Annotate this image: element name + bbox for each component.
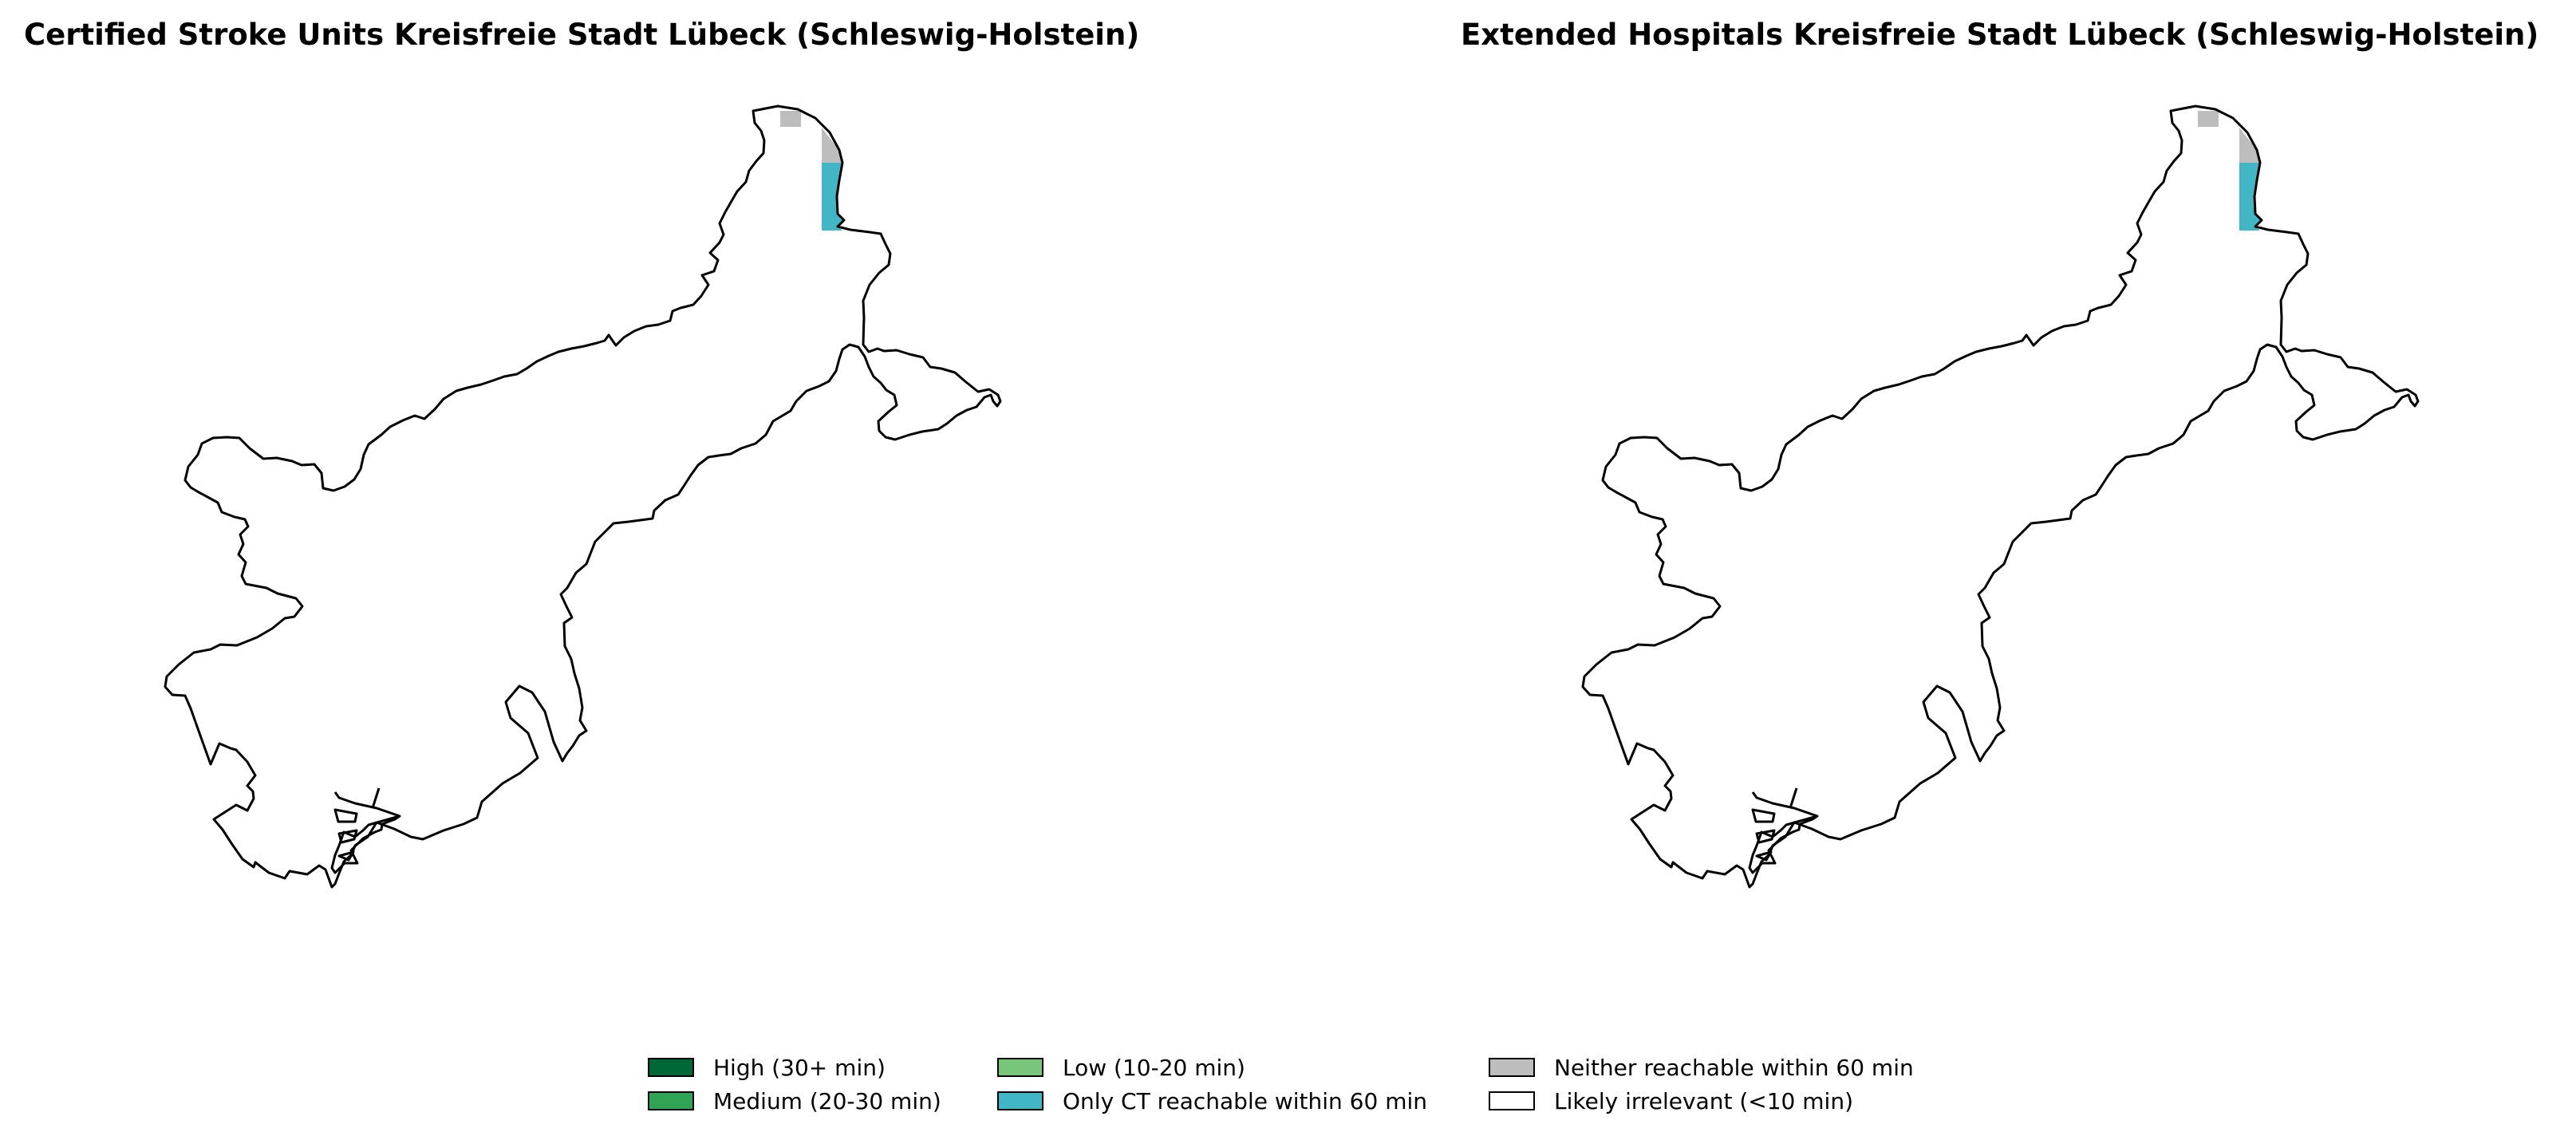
- luebeck-inner-boundary: [1748, 787, 1819, 874]
- legend-item-irrelevant: Likely irrelevant (<10 min): [1489, 1085, 1853, 1117]
- legend-swatch-low: [997, 1058, 1043, 1077]
- region-neither-reachable: [2198, 111, 2219, 127]
- panel-title-stroke-units: Certified Stroke Units Kreisfreie Stadt …: [24, 18, 1140, 52]
- legend: High (30+ min) Medium (20-30 min) Low (1…: [0, 1051, 2576, 1123]
- panel-title-extended-hospitals: Extended Hospitals Kreisfreie Stadt Lübe…: [1461, 18, 2539, 52]
- legend-label-medium: Medium (20-30 min): [713, 1087, 941, 1114]
- legend-swatch-high: [648, 1058, 694, 1077]
- legend-item-only-ct: Only CT reachable within 60 min: [997, 1085, 1427, 1117]
- region-neither-reachable: [2239, 128, 2260, 163]
- legend-label-irrelevant: Likely irrelevant (<10 min): [1554, 1087, 1853, 1114]
- luebeck-boundary: [1581, 105, 2420, 889]
- legend-swatch-medium: [648, 1091, 694, 1110]
- region-neither-reachable: [780, 111, 801, 127]
- map-panel-stroke-units: [164, 105, 1002, 889]
- legend-label-neither: Neither reachable within 60 min: [1554, 1054, 1914, 1081]
- map-panel-extended-hospitals: [1581, 105, 2420, 889]
- legend-label-only-ct: Only CT reachable within 60 min: [1063, 1087, 1428, 1114]
- legend-item-neither: Neither reachable within 60 min: [1489, 1051, 1914, 1083]
- legend-swatch-only-ct: [997, 1091, 1043, 1110]
- legend-swatch-irrelevant: [1489, 1091, 1535, 1110]
- legend-label-low: Low (10-20 min): [1063, 1054, 1245, 1081]
- legend-item-high: High (30+ min): [648, 1051, 886, 1083]
- legend-item-low: Low (10-20 min): [997, 1051, 1245, 1083]
- legend-item-medium: Medium (20-30 min): [648, 1085, 941, 1117]
- region-neither-reachable: [822, 128, 842, 163]
- legend-swatch-neither: [1489, 1058, 1535, 1077]
- luebeck-boundary: [164, 105, 1002, 889]
- luebeck-inner-boundary: [330, 787, 401, 874]
- legend-label-high: High (30+ min): [713, 1054, 886, 1081]
